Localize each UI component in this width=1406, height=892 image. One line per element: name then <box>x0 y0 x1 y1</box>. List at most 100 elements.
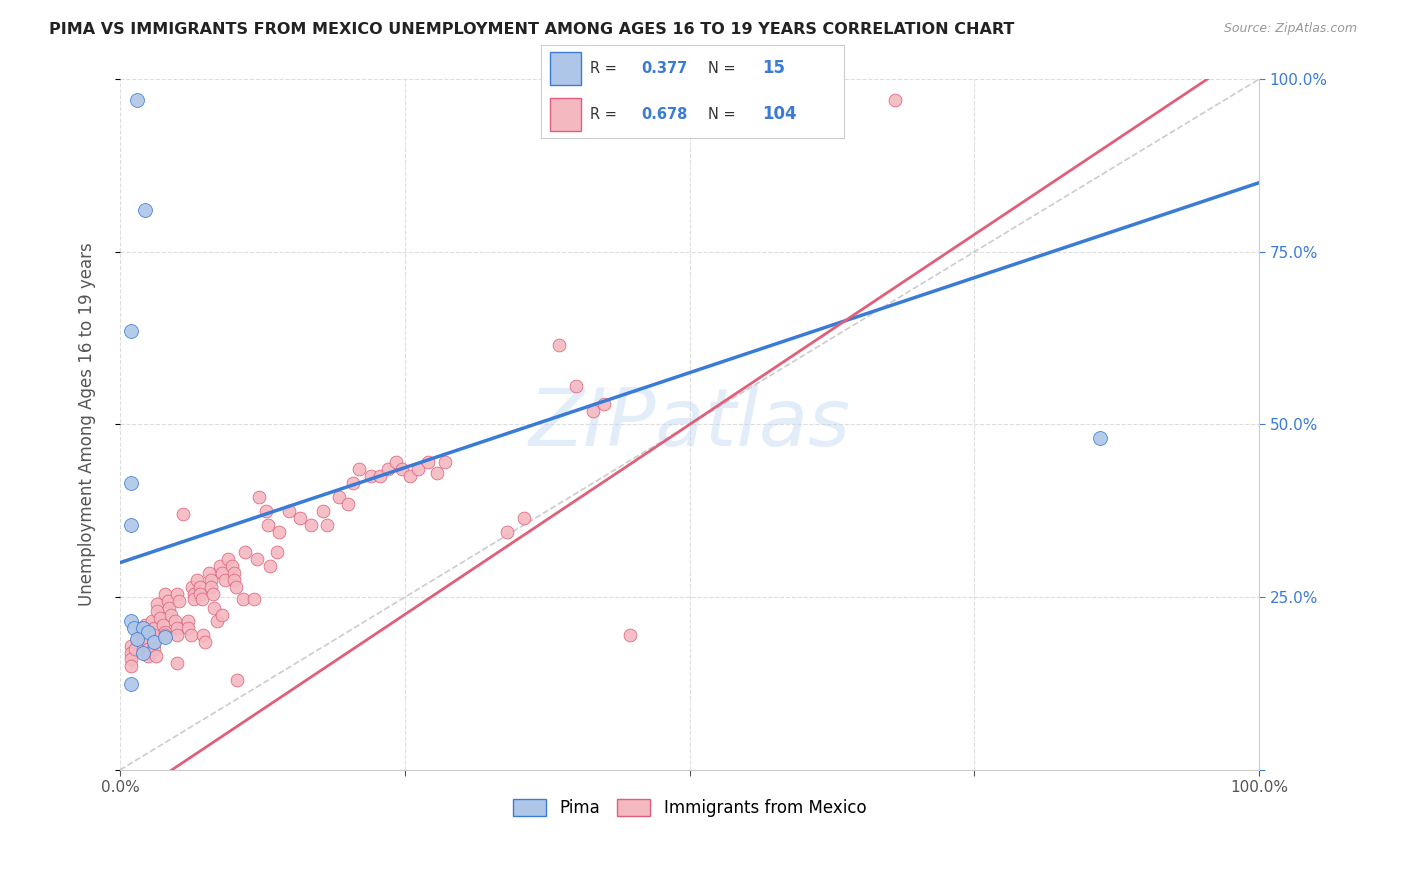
Point <box>416 455 439 469</box>
Bar <box>550 52 581 85</box>
Text: PIMA VS IMMIGRANTS FROM MEXICO UNEMPLOYMENT AMONG AGES 16 TO 19 YEARS CORRELATIO: PIMA VS IMMIGRANTS FROM MEXICO UNEMPLOYM… <box>49 22 1015 37</box>
Point <box>243 591 266 606</box>
Point <box>205 615 228 629</box>
Point <box>277 504 299 518</box>
Point <box>124 642 146 657</box>
Point <box>145 648 167 663</box>
Point <box>141 615 163 629</box>
Point <box>120 476 142 491</box>
Point <box>155 587 177 601</box>
Point <box>143 635 166 649</box>
Point <box>134 203 156 218</box>
Point <box>191 591 214 606</box>
Point <box>125 93 148 107</box>
Point <box>180 628 202 642</box>
Point <box>883 93 905 107</box>
Point <box>209 559 232 574</box>
Point <box>131 635 153 649</box>
Point <box>120 659 142 673</box>
Point <box>564 379 586 393</box>
Point <box>328 490 350 504</box>
Point <box>233 545 256 559</box>
Point <box>166 656 188 670</box>
Bar <box>550 98 581 131</box>
Point <box>226 673 249 688</box>
Point <box>120 324 142 338</box>
Point <box>131 646 153 660</box>
Point <box>266 545 288 559</box>
Point <box>222 566 245 580</box>
Point <box>342 476 364 491</box>
Point <box>120 517 142 532</box>
Text: 0.377: 0.377 <box>641 61 688 76</box>
Text: 15: 15 <box>762 60 785 78</box>
Point <box>204 600 226 615</box>
Point <box>217 552 239 566</box>
Point <box>183 587 205 601</box>
Point <box>120 652 142 666</box>
Point <box>269 524 291 539</box>
Point <box>155 630 177 644</box>
Point <box>547 338 569 352</box>
Point <box>619 628 641 642</box>
Point <box>188 580 211 594</box>
Point <box>360 469 382 483</box>
Point <box>225 580 247 594</box>
Text: ZIPatlas: ZIPatlas <box>529 385 851 464</box>
Point <box>131 621 153 635</box>
Point <box>177 615 200 629</box>
Point <box>299 517 322 532</box>
Point <box>138 642 160 657</box>
Point <box>1088 431 1111 445</box>
Point <box>246 552 269 566</box>
Point <box>513 510 536 524</box>
Point <box>177 621 200 635</box>
Point <box>399 469 422 483</box>
Point <box>593 397 616 411</box>
Text: N =: N = <box>707 107 740 122</box>
Point <box>120 676 142 690</box>
Point <box>166 621 188 635</box>
Point <box>259 559 281 574</box>
Point <box>120 646 142 660</box>
Point <box>167 593 190 607</box>
Point <box>197 566 219 580</box>
Point <box>120 615 142 629</box>
Point <box>496 524 519 539</box>
Point <box>143 642 166 657</box>
Point <box>146 604 169 618</box>
Point <box>202 587 225 601</box>
Point <box>582 403 605 417</box>
Point <box>129 624 152 639</box>
Point <box>125 632 148 646</box>
Point <box>211 607 233 622</box>
Point <box>157 600 180 615</box>
Point <box>186 573 208 587</box>
Point <box>183 591 205 606</box>
Text: R =: R = <box>589 107 621 122</box>
Point <box>247 490 270 504</box>
Point <box>134 618 156 632</box>
Point <box>377 462 399 476</box>
Point <box>143 621 166 635</box>
Point <box>200 573 222 587</box>
Point <box>221 559 243 574</box>
Point <box>336 497 359 511</box>
Point <box>160 607 183 622</box>
Point <box>214 573 236 587</box>
Point <box>131 628 153 642</box>
Point <box>368 469 391 483</box>
Point <box>384 455 406 469</box>
Point <box>312 504 335 518</box>
Point <box>408 462 430 476</box>
Point <box>194 635 217 649</box>
Point <box>254 504 277 518</box>
Point <box>155 624 177 639</box>
Point <box>347 462 370 476</box>
Point <box>166 587 188 601</box>
Point <box>120 639 142 653</box>
Point <box>188 587 211 601</box>
Point <box>138 624 160 639</box>
Point <box>143 635 166 649</box>
Legend: Pima, Immigrants from Mexico: Pima, Immigrants from Mexico <box>506 792 873 824</box>
